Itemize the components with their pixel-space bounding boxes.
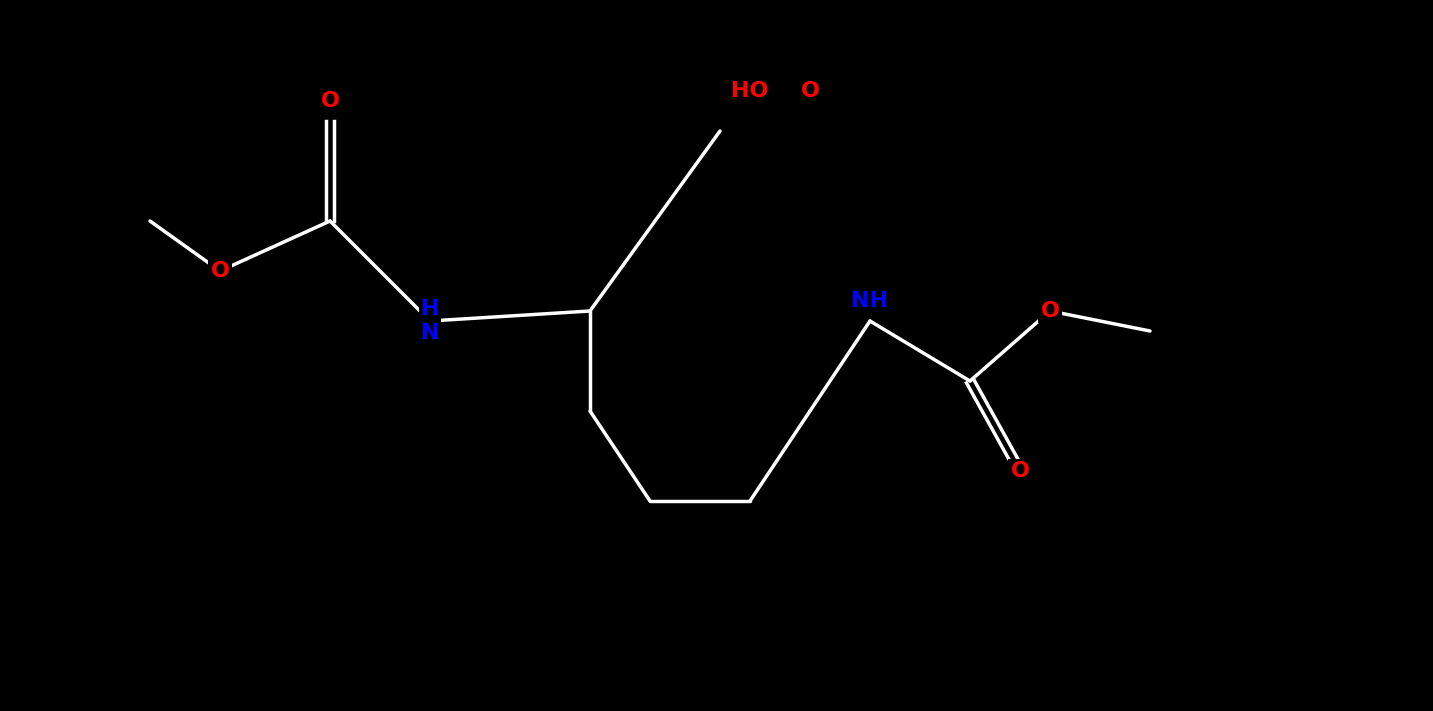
Text: H
N: H N	[421, 299, 440, 343]
Text: HO: HO	[731, 81, 768, 101]
Text: O: O	[321, 91, 340, 111]
Text: O: O	[1040, 301, 1059, 321]
Text: O: O	[211, 261, 229, 281]
Text: NH: NH	[851, 291, 888, 311]
Text: O: O	[1010, 461, 1029, 481]
Text: O: O	[801, 81, 820, 101]
